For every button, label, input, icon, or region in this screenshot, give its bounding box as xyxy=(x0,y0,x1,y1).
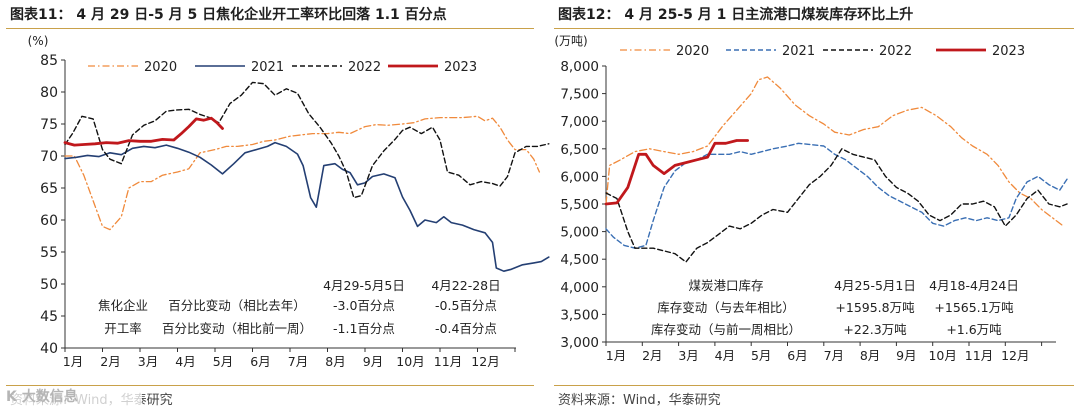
chart-title: 图表12： 4 月 25-5 月 1 日主流港口煤炭库存环比上升 xyxy=(558,7,914,23)
x-tick-label: 8月 xyxy=(860,348,880,363)
y-tick-label: 7,000 xyxy=(560,114,599,130)
x-tick-label: 4月 xyxy=(175,354,195,369)
x-tick-label: 7月 xyxy=(288,354,308,369)
y-axis-unit: (万吨) xyxy=(554,34,587,48)
table-cell: -1.1百分点 xyxy=(333,321,395,336)
y-tick-label: 75 xyxy=(40,117,58,133)
series-line-2020 xyxy=(605,76,1065,227)
chart-panel-coking: 图表11： 4 月 29 日-5 月 5 日焦化企业开工率环比回落 1.1 百分… xyxy=(6,7,550,408)
legend-label-2021: 2021 xyxy=(782,44,815,59)
source-divider xyxy=(6,385,534,386)
chart-title: 图表11： 4 月 29 日-5 月 5 日焦化企业开工率环比回落 1.1 百分… xyxy=(10,7,447,23)
x-tick-label: 10月 xyxy=(396,354,424,369)
watermark-text: K 大数信息 xyxy=(6,388,78,405)
x-tick-label: 12月 xyxy=(1001,348,1029,363)
y-tick-label: 6,000 xyxy=(560,169,599,185)
y-tick-label: 50 xyxy=(40,277,58,293)
y-tick-label: 5,500 xyxy=(560,197,599,213)
y-tick-label: 65 xyxy=(40,181,58,197)
chart-plot: 40 45 50 55 60 65 70 75 80 85 (%) 1月 2月 3月 4月 5月 6月 7月 8月 9… xyxy=(28,34,550,369)
table-cell: -3.0百分点 xyxy=(333,298,395,313)
series-line-2020 xyxy=(64,115,541,231)
series-line-2021 xyxy=(605,142,1068,249)
watermark-backdrop xyxy=(2,386,142,406)
series-line-2022 xyxy=(64,81,550,199)
x-tick-label: 11月 xyxy=(965,348,993,363)
y-tick-label: 4,000 xyxy=(560,280,599,296)
table-header: 4月25-5月1日 xyxy=(834,278,916,293)
title-divider xyxy=(554,28,1074,29)
series-line-2022 xyxy=(605,148,1068,263)
series-line-2023 xyxy=(604,139,749,206)
series-line-2021 xyxy=(64,141,550,272)
x-tick-label: 9月 xyxy=(363,354,383,369)
x-tick-label: 10月 xyxy=(928,348,956,363)
y-tick-label: 4,500 xyxy=(560,252,599,268)
source-divider xyxy=(554,385,1074,386)
x-tick-label: 8月 xyxy=(325,354,345,369)
legend-label-2023: 2023 xyxy=(444,60,477,75)
x-tick-label: 5月 xyxy=(213,354,233,369)
x-tick-label: 7月 xyxy=(824,348,844,363)
chart-plot: 3,000 3,500 4,000 4,500 5,000 5,500 6,000 6,500… xyxy=(554,34,1068,363)
legend-label-2020: 2020 xyxy=(144,60,177,75)
legend-label-2022: 2022 xyxy=(348,60,381,75)
table-cell: +1.6万吨 xyxy=(946,322,1002,337)
x-tick-label: 1月 xyxy=(606,348,626,363)
y-tick-label: 3,000 xyxy=(560,335,599,351)
legend-label-2023: 2023 xyxy=(992,44,1025,59)
x-tick-label: 1月 xyxy=(63,354,83,369)
x-tick-label: 6月 xyxy=(250,354,270,369)
x-tick-label: 2月 xyxy=(100,354,120,369)
legend-label-2022: 2022 xyxy=(879,44,912,59)
chart-panel-port-coal: 图表12： 4 月 25-5 月 1 日主流港口煤炭库存环比上升 3,000 3,… xyxy=(548,0,1080,411)
y-tick-label: 5,000 xyxy=(560,225,599,241)
table-cell: +1565.1万吨 xyxy=(934,300,1014,315)
x-tick-label: 2月 xyxy=(642,348,662,363)
x-tick-label: 11月 xyxy=(434,354,462,369)
watermark-logo: K 大数信息 xyxy=(2,386,142,406)
x-tick-label: 12月 xyxy=(471,354,499,369)
table-row-label: 库存变动（与前一周相比） xyxy=(651,322,801,337)
table-row-label: 百分比变动（相比前一周） xyxy=(162,321,312,336)
y-tick-label: 55 xyxy=(40,245,58,261)
y-tick-label: 80 xyxy=(40,85,58,101)
table-cell: +1595.8万吨 xyxy=(835,300,915,315)
table-cell: -0.4百分点 xyxy=(435,321,497,336)
table-row-label: 焦化企业 xyxy=(98,298,148,313)
y-tick-label: 3,500 xyxy=(560,307,599,323)
y-tick-label: 40 xyxy=(40,341,58,357)
title-divider xyxy=(6,28,534,29)
y-tick-label: 60 xyxy=(40,213,58,229)
table-cell: +22.3万吨 xyxy=(843,322,907,337)
y-tick-label: 70 xyxy=(40,149,58,165)
legend-label-2021: 2021 xyxy=(251,60,284,75)
y-tick-label: 7,500 xyxy=(560,87,599,103)
y-tick-label: 6,500 xyxy=(560,142,599,158)
table-row-label: 百分比变动（相比去年） xyxy=(168,298,306,313)
table-row-title: 煤炭港口库存 xyxy=(688,278,763,293)
x-tick-label: 6月 xyxy=(787,348,807,363)
table-header: 4月18-4月24日 xyxy=(929,278,1019,293)
x-tick-label: 5月 xyxy=(751,348,771,363)
table-header: 4月22-28日 xyxy=(431,278,500,293)
y-axis-unit: (%) xyxy=(28,34,49,48)
y-tick-label: 45 xyxy=(40,309,58,325)
x-tick-label: 9月 xyxy=(896,348,916,363)
table-row-label: 库存变动（与去年相比） xyxy=(657,300,795,315)
series-line-2023 xyxy=(63,116,224,147)
x-tick-label: 4月 xyxy=(715,348,735,363)
y-tick-label: 8,000 xyxy=(560,59,599,75)
table-row-label: 开工率 xyxy=(104,321,142,336)
source-note: 资料来源：Wind，华泰研究 xyxy=(558,393,721,408)
x-tick-label: 3月 xyxy=(138,354,158,369)
table-cell: -0.5百分点 xyxy=(435,298,497,313)
table-header: 4月29-5月5日 xyxy=(323,278,405,293)
legend-label-2020: 2020 xyxy=(676,44,709,59)
x-tick-label: 3月 xyxy=(678,348,698,363)
y-tick-label: 85 xyxy=(40,53,58,69)
